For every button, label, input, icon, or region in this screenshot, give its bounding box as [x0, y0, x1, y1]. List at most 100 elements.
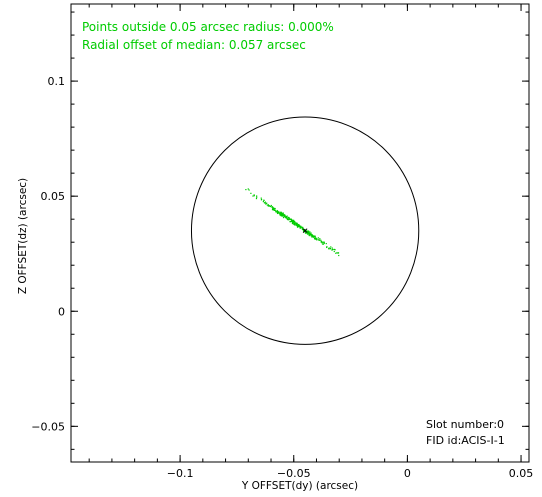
- data-point: [287, 217, 289, 219]
- data-point: [314, 235, 316, 238]
- data-point: [267, 204, 269, 206]
- data-point: [301, 227, 303, 229]
- data-point: [284, 215, 286, 217]
- data-point: [276, 210, 279, 212]
- data-point: [290, 221, 292, 223]
- data-point: [282, 212, 284, 214]
- data-point: [280, 213, 282, 215]
- data-point: [247, 188, 249, 190]
- x-tick-label: 0.05: [509, 467, 534, 480]
- data-point: [286, 215, 288, 217]
- outside-points-annotation: Points outside 0.05 arcsec radius: 0.000…: [82, 20, 334, 34]
- data-point: [291, 222, 293, 224]
- data-point: [331, 249, 333, 251]
- data-point: [304, 232, 306, 234]
- data-point: [250, 192, 252, 194]
- data-point: [263, 202, 266, 204]
- data-point: [318, 239, 320, 241]
- data-point: [311, 234, 313, 236]
- data-point: [301, 228, 304, 231]
- data-point: [330, 246, 332, 248]
- data-point: [312, 235, 314, 237]
- data-point: [264, 201, 266, 203]
- fid-id-label: FID id:ACIS-I-1: [426, 434, 505, 447]
- data-point: [333, 250, 335, 253]
- data-point: [267, 205, 269, 207]
- data-point: [309, 234, 311, 236]
- data-point: [314, 236, 316, 238]
- y-tick-label: 0.1: [48, 75, 66, 88]
- data-point: [256, 195, 258, 197]
- data-point: [302, 229, 305, 231]
- data-point: [277, 212, 279, 215]
- data-point: [255, 197, 258, 200]
- data-point: [271, 206, 274, 208]
- data-point: [292, 221, 294, 224]
- data-point: [311, 236, 313, 238]
- data-point: [283, 215, 285, 217]
- data-point: [321, 242, 323, 244]
- data-point: [289, 218, 291, 221]
- data-point: [290, 218, 292, 220]
- data-point: [282, 214, 284, 217]
- data-point: [323, 241, 325, 243]
- data-point: [263, 199, 265, 201]
- data-point: [283, 214, 285, 216]
- tick-labels: −0.1 −0.05 0 0.05 −0.05 0 0.05 0.1: [31, 75, 533, 480]
- data-point: [294, 221, 296, 224]
- data-point: [275, 211, 277, 213]
- ticks: [71, 4, 529, 462]
- data-point: [274, 209, 276, 211]
- data-point: [269, 205, 271, 207]
- data-point: [306, 230, 309, 232]
- data-point: [277, 212, 279, 214]
- data-point: [290, 218, 293, 220]
- data-point: [313, 236, 315, 238]
- data-point: [256, 196, 258, 198]
- data-point: [265, 202, 267, 204]
- data-point: [311, 235, 313, 237]
- scatter-points: [245, 188, 340, 257]
- data-point: [295, 224, 297, 226]
- data-point: [281, 213, 283, 215]
- median-offset-annotation: Radial offset of median: 0.057 arcsec: [82, 38, 306, 52]
- data-point: [266, 204, 268, 206]
- data-point: [308, 233, 310, 235]
- data-point: [311, 234, 314, 236]
- data-point: [282, 216, 285, 219]
- data-point: [307, 232, 309, 234]
- x-tick-label: −0.1: [167, 467, 194, 480]
- data-point: [298, 224, 300, 226]
- data-point: [313, 235, 315, 237]
- data-point: [286, 216, 288, 219]
- data-point: [280, 212, 282, 214]
- data-point: [302, 230, 305, 232]
- data-point: [274, 207, 276, 210]
- data-point: [287, 216, 290, 219]
- data-point: [326, 246, 328, 249]
- data-point: [276, 209, 278, 212]
- data-point: [309, 231, 311, 233]
- data-point: [260, 197, 262, 199]
- data-point: [273, 209, 276, 211]
- data-point: [337, 252, 340, 254]
- data-point: [306, 230, 308, 232]
- y-tick-label: −0.05: [31, 420, 65, 433]
- data-point: [273, 207, 275, 209]
- data-point: [287, 219, 289, 221]
- data-point: [306, 231, 308, 233]
- data-point: [296, 226, 299, 228]
- data-point: [309, 233, 311, 235]
- data-point: [285, 216, 287, 218]
- data-point: [308, 234, 310, 237]
- data-point: [338, 254, 340, 257]
- data-point: [280, 212, 282, 214]
- data-point: [288, 217, 290, 219]
- data-point: [292, 220, 294, 222]
- data-point: [248, 189, 250, 191]
- data-point: [294, 222, 296, 224]
- data-point: [305, 232, 307, 234]
- plot-frame: [70, 3, 530, 463]
- data-point: [286, 217, 288, 219]
- data-point: [253, 194, 255, 196]
